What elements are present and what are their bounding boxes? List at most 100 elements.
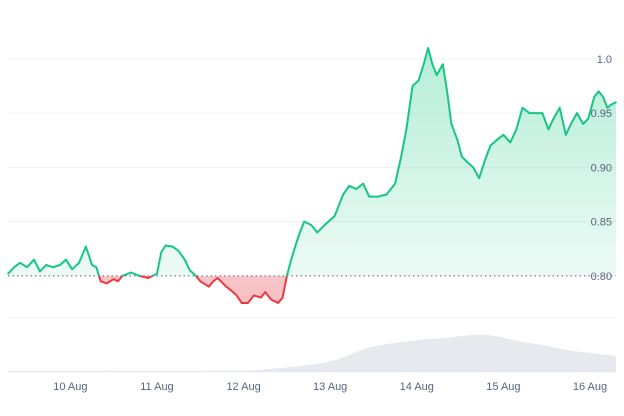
y-tick-label-2: 0.90 <box>591 162 612 174</box>
data-point-50 <box>299 231 301 234</box>
x-tick-label-4: 14 Aug <box>400 381 434 393</box>
data-point-40 <box>247 302 249 304</box>
data-point-6 <box>45 264 47 266</box>
data-point-81 <box>489 144 492 147</box>
data-point-90 <box>547 128 550 131</box>
price-line <box>7 47 617 304</box>
y-tick-label-0: 0.80 <box>591 271 612 283</box>
data-point-16 <box>105 282 108 285</box>
data-point-83 <box>502 134 505 136</box>
data-point-84 <box>509 141 512 144</box>
data-point-71 <box>435 74 438 76</box>
data-point-59 <box>362 182 364 185</box>
data-point-80 <box>483 161 486 163</box>
data-point-37 <box>229 289 232 291</box>
y-tick-label-4: 1.0 <box>597 54 612 66</box>
data-point-102 <box>610 103 613 106</box>
data-point-22 <box>147 277 150 279</box>
x-axis: 10 Aug 11 Aug 12 Aug 13 Aug 14 Aug 15 Aug 16 A… <box>53 381 607 393</box>
data-point-97 <box>587 117 590 120</box>
data-point-44 <box>270 298 273 301</box>
data-point-95 <box>576 112 578 114</box>
data-point-60 <box>368 195 371 198</box>
data-point-1 <box>13 266 15 269</box>
x-tick-label-0: 10 Aug <box>53 381 87 393</box>
data-point-31 <box>195 275 197 277</box>
data-point-9 <box>65 258 67 261</box>
data-point-45 <box>277 302 280 304</box>
data-point-41 <box>253 294 255 297</box>
volume-shape <box>8 334 616 372</box>
data-point-62 <box>385 193 388 196</box>
data-point-13 <box>91 264 93 266</box>
y-tick-label-3: 0.95 <box>591 108 612 120</box>
data-point-27 <box>171 245 174 248</box>
data-point-8 <box>59 264 61 266</box>
data-point-23 <box>151 275 154 277</box>
data-point-92 <box>558 106 561 109</box>
data-point-34 <box>212 280 215 283</box>
data-point-24 <box>156 272 158 275</box>
data-point-0 <box>7 272 9 275</box>
data-point-65 <box>405 128 408 131</box>
data-point-55 <box>333 215 336 217</box>
data-point-99 <box>597 90 600 93</box>
price-line-up <box>7 47 617 276</box>
data-point-75 <box>456 139 459 141</box>
data-point-93 <box>565 134 567 136</box>
data-point-89 <box>541 112 544 114</box>
data-point-88 <box>535 112 538 114</box>
data-point-3 <box>26 266 28 269</box>
x-tick-label-6: 16 Aug <box>573 381 607 393</box>
price-area <box>8 48 616 303</box>
y-tick-label-1: 0.85 <box>591 217 612 229</box>
data-point-82 <box>495 139 498 141</box>
data-point-101 <box>606 106 609 109</box>
data-point-26 <box>164 244 167 247</box>
data-point-100 <box>602 96 604 98</box>
x-tick-label-3: 13 Aug <box>313 381 347 393</box>
volume-area <box>8 334 616 372</box>
data-point-58 <box>355 188 358 190</box>
data-point-43 <box>264 291 267 293</box>
data-point-29 <box>183 258 186 261</box>
data-point-96 <box>582 123 584 125</box>
data-point-73 <box>446 90 448 93</box>
data-point-72 <box>442 63 444 66</box>
data-point-86 <box>521 106 524 109</box>
data-point-87 <box>528 112 531 114</box>
data-point-54 <box>325 223 327 225</box>
data-point-30 <box>189 269 191 272</box>
data-point-28 <box>177 250 180 252</box>
data-point-5 <box>39 270 41 273</box>
data-point-57 <box>348 185 351 187</box>
data-point-48 <box>290 258 293 261</box>
data-point-66 <box>411 85 414 87</box>
data-point-61 <box>377 195 379 198</box>
data-point-10 <box>71 268 73 271</box>
data-point-7 <box>52 266 54 269</box>
data-point-11 <box>78 262 80 264</box>
y-axis: 0.80 0.85 0.90 0.95 1.0 <box>591 54 612 283</box>
data-point-70 <box>431 63 434 66</box>
data-point-64 <box>400 155 403 158</box>
data-point-63 <box>394 182 396 185</box>
data-point-56 <box>342 193 345 196</box>
data-point-79 <box>478 177 481 179</box>
data-point-21 <box>138 275 141 277</box>
data-point-52 <box>310 224 312 226</box>
data-point-94 <box>570 123 572 125</box>
data-point-42 <box>260 296 262 299</box>
data-point-25 <box>160 251 163 253</box>
data-point-14 <box>95 266 98 269</box>
data-point-47 <box>286 275 288 277</box>
data-point-76 <box>461 155 463 158</box>
data-point-35 <box>216 277 219 279</box>
data-point-33 <box>208 285 210 288</box>
data-point-91 <box>552 117 555 120</box>
data-point-103 <box>615 101 617 103</box>
data-point-38 <box>235 294 238 297</box>
data-point-17 <box>112 278 115 280</box>
data-point-68 <box>422 63 425 66</box>
